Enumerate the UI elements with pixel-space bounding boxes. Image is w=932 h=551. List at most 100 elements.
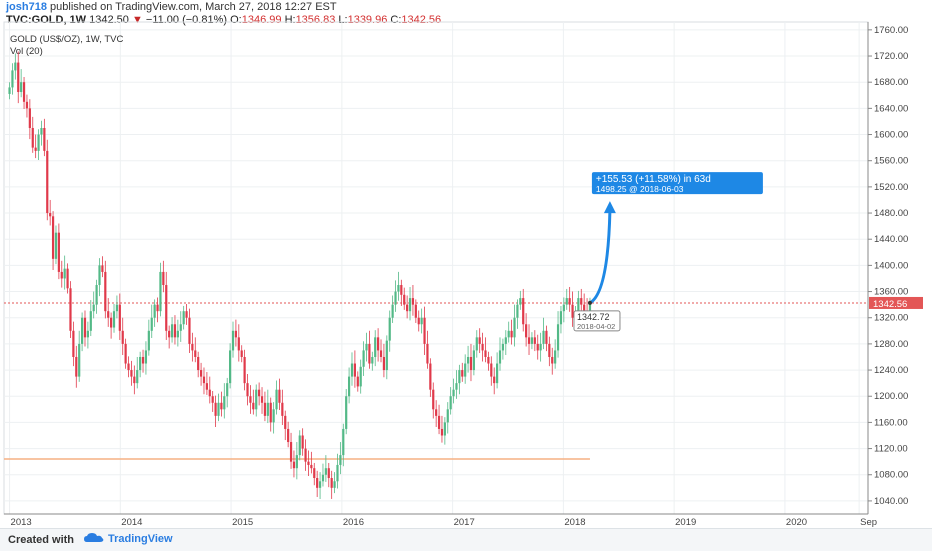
candle-body [217, 402, 220, 416]
y-tick-label: 1440.00 [874, 234, 908, 245]
candle-body [86, 330, 89, 338]
candle-body [481, 343, 484, 351]
candle-body [80, 317, 84, 344]
candle-body [365, 343, 368, 351]
candle-body [295, 455, 298, 469]
y-tick-label: 1400.00 [874, 260, 908, 271]
candle-body [455, 383, 458, 390]
price-tag [869, 296, 923, 309]
candle-body [37, 134, 40, 151]
candle-body [75, 356, 78, 377]
candle-body [391, 304, 394, 318]
plot-frame [3, 21, 869, 515]
candle-body [513, 317, 516, 338]
candle-body [54, 232, 58, 259]
projection-target-label: 1498.25 @ 2018-06-03 [596, 184, 684, 194]
candle-body [408, 298, 412, 312]
candle-body [493, 376, 496, 384]
author-link[interactable]: josh718 [6, 1, 47, 13]
candle-body [536, 343, 539, 351]
candle-body [394, 291, 397, 305]
candle-body [258, 389, 261, 397]
y-tick-label: 1040.00 [874, 496, 908, 507]
candle-body [107, 311, 110, 318]
candle-body [191, 343, 194, 351]
candle-body [226, 383, 229, 397]
candle-body [316, 478, 319, 488]
x-tick-label: 2020 [786, 517, 807, 528]
candle-body [321, 474, 325, 482]
publish-info: josh718 published on TradingView.com, Ma… [6, 1, 337, 13]
created-with-text: Created with [8, 534, 75, 546]
candle-body [130, 370, 133, 377]
candle-body [136, 370, 139, 384]
candle-body [246, 383, 249, 397]
candle-body [194, 350, 197, 357]
candle-body [20, 82, 23, 93]
y-tick-label: 1240.00 [874, 365, 908, 376]
candle-body [240, 350, 243, 357]
candle-body [333, 481, 336, 488]
candle-body [66, 268, 69, 289]
candle-body [214, 402, 217, 416]
candle-body [461, 370, 464, 377]
candle-body [40, 127, 43, 135]
close-value: 1342.56 [401, 14, 442, 26]
candle-body [469, 356, 473, 371]
candle-body [275, 389, 278, 410]
candle-body [139, 356, 142, 371]
projection-arrowhead [603, 201, 616, 214]
candle-body [89, 311, 92, 331]
candle-body [92, 304, 95, 312]
candle-body [420, 317, 423, 325]
candle-body [176, 330, 179, 338]
candle-body [49, 213, 52, 217]
candle-body [124, 343, 127, 364]
candle-body [150, 317, 153, 331]
candle-body [452, 389, 455, 397]
candle-body [362, 350, 365, 367]
candle-body [310, 464, 313, 469]
candle-body [284, 415, 287, 429]
low-value: 1339.96 [347, 14, 388, 26]
candle-body [141, 356, 145, 364]
tradingview-logo[interactable]: TradingView [84, 533, 173, 545]
start-label-box [573, 310, 621, 332]
candle-body [156, 304, 159, 312]
candle-body [208, 389, 211, 397]
candle-body [464, 363, 467, 377]
candle-body [388, 317, 391, 341]
candle-body [51, 216, 55, 259]
candle-body [144, 350, 148, 364]
candle-body [516, 304, 519, 318]
y-tick-label: 1080.00 [874, 470, 908, 481]
candle-body [562, 304, 565, 312]
candle-body [304, 448, 307, 462]
candle-body [31, 127, 34, 148]
candle-body [356, 376, 359, 387]
candle-body [545, 330, 548, 344]
candle-body [202, 376, 206, 384]
y-tick-label: 1720.00 [874, 51, 908, 62]
y-tick-label: 1760.00 [874, 25, 908, 36]
candle-body [324, 468, 327, 475]
candle-body [223, 396, 226, 410]
candle-body [307, 461, 310, 465]
candle-body [101, 265, 104, 272]
brand-label: TradingView [108, 533, 173, 545]
candle-body [231, 330, 235, 351]
y-tick-label: 1520.00 [874, 182, 908, 193]
candle-body [339, 455, 342, 465]
y-tick-label: 1560.00 [874, 156, 908, 167]
candle-body [371, 356, 374, 364]
candle-body [530, 337, 534, 344]
candle-body [368, 343, 371, 364]
x-tick-label: 2015 [232, 517, 253, 528]
candle-body [220, 402, 223, 410]
candle-body [162, 271, 165, 286]
candle-body [211, 396, 214, 403]
price-chart[interactable]: 1040.00 1080.00 1120.00 1160.00 1200.00 1240.… [0, 0, 932, 528]
candle-body [504, 337, 507, 344]
candle-body [327, 468, 330, 479]
candle-body [272, 409, 275, 423]
